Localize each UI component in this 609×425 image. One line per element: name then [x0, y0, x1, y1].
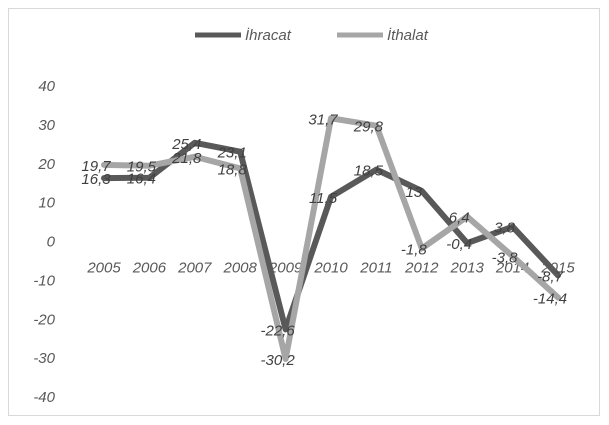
- y-tick-label: -10: [33, 272, 55, 289]
- series-line-ihracat: [101, 139, 561, 333]
- x-tick-label: 2012: [404, 260, 439, 277]
- data-label-ithalat: -30,2: [260, 352, 295, 369]
- data-label-ithalat: -1,8: [401, 241, 428, 258]
- y-axis: 40 30 20 10 0 -10 -20 -30 -40: [33, 78, 55, 406]
- series-line-ithalat: [101, 115, 561, 362]
- data-label-ithalat: 19,5: [127, 159, 157, 176]
- x-tick-label: 2008: [223, 260, 258, 277]
- legend-label-ithalat: İthalat: [387, 27, 429, 44]
- data-label-ithalat: 19,7: [81, 158, 111, 175]
- data-label-ihracat: 16,4: [127, 171, 156, 188]
- y-tick-label: 30: [38, 117, 55, 134]
- data-label-ihracat: 18,5: [354, 163, 384, 180]
- y-tick-label: -40: [33, 389, 55, 406]
- data-label-ihracat: 16,3: [81, 171, 111, 188]
- data-label-ihracat: -0,4: [446, 236, 472, 253]
- y-tick-label: 0: [47, 234, 56, 251]
- data-label-ithalat: 21,8: [171, 150, 202, 167]
- x-tick-label: 2010: [313, 260, 348, 277]
- y-tick-label: 10: [38, 195, 55, 212]
- data-label-ihracat: -8,7: [537, 268, 564, 285]
- data-label-ihracat: 23,1: [217, 145, 247, 162]
- data-label-ihracat: 13: [405, 184, 422, 201]
- data-label-ithalat: 31,7: [308, 111, 338, 128]
- x-tick-label: 2013: [450, 260, 485, 277]
- chart-frame: İhracat İthalat 40 30 20 10 0 -10 -20 -30 -40 20…: [8, 8, 600, 416]
- data-label-ithalat: 6,4: [449, 210, 470, 227]
- legend: İhracat İthalat: [195, 27, 429, 44]
- x-tick-label: 2005: [86, 260, 121, 277]
- series-layer: [101, 115, 561, 362]
- x-tick-label: 2011: [359, 260, 392, 277]
- y-tick-label: -30: [33, 350, 55, 367]
- data-label-ithalat: 18,8: [218, 161, 248, 178]
- data-label-ihracat: 3,8: [494, 220, 516, 237]
- x-tick-label: 2006: [132, 260, 167, 277]
- y-tick-label: -20: [33, 311, 55, 328]
- y-tick-label: 40: [38, 78, 55, 95]
- data-label-ithalat: 29,8: [353, 119, 384, 136]
- y-tick-label: 20: [37, 156, 55, 173]
- x-tick-label: 2009: [268, 260, 303, 277]
- data-label-ihracat: 11,5: [309, 190, 338, 207]
- data-label-ithalat: -14,4: [533, 290, 567, 307]
- legend-label-ihracat: İhracat: [245, 27, 292, 44]
- x-tick-label: 2007: [177, 260, 212, 277]
- data-labels: 16,3 16,4 25,4 23,1 -22,6 11,5 18,5 13 -0,4 3,8 -8…: [81, 111, 567, 369]
- data-label-ihracat: -22,6: [260, 322, 295, 339]
- data-label-ithalat: -3,8: [492, 249, 519, 266]
- data-label-ihracat: 25,4: [171, 136, 201, 153]
- x-axis: 2005 2006 2007 2008 2009 2010 2011 2012 2013 2014…: [86, 260, 575, 277]
